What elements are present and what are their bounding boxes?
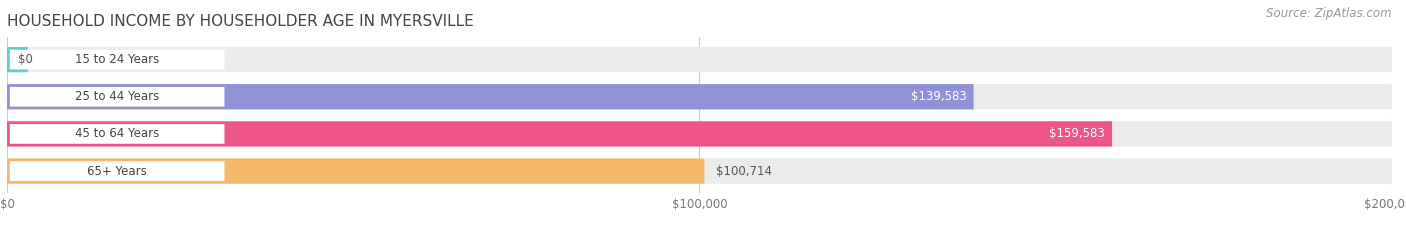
Text: HOUSEHOLD INCOME BY HOUSEHOLDER AGE IN MYERSVILLE: HOUSEHOLD INCOME BY HOUSEHOLDER AGE IN M… [7, 14, 474, 29]
FancyBboxPatch shape [7, 158, 704, 184]
Text: Source: ZipAtlas.com: Source: ZipAtlas.com [1267, 7, 1392, 20]
FancyBboxPatch shape [7, 121, 1392, 147]
Text: $159,583: $159,583 [1049, 127, 1105, 140]
Text: 15 to 24 Years: 15 to 24 Years [75, 53, 159, 66]
FancyBboxPatch shape [10, 87, 225, 107]
Text: $100,714: $100,714 [716, 164, 772, 178]
FancyBboxPatch shape [7, 84, 1392, 109]
FancyBboxPatch shape [7, 84, 973, 109]
FancyBboxPatch shape [7, 47, 28, 72]
Text: 65+ Years: 65+ Years [87, 164, 148, 178]
Text: $139,583: $139,583 [911, 90, 967, 103]
FancyBboxPatch shape [7, 47, 1392, 72]
FancyBboxPatch shape [10, 161, 225, 181]
Text: 45 to 64 Years: 45 to 64 Years [75, 127, 159, 140]
FancyBboxPatch shape [10, 50, 225, 69]
FancyBboxPatch shape [10, 124, 225, 144]
Text: 25 to 44 Years: 25 to 44 Years [75, 90, 159, 103]
FancyBboxPatch shape [7, 158, 1392, 184]
FancyBboxPatch shape [7, 121, 1112, 147]
Text: $0: $0 [18, 53, 32, 66]
